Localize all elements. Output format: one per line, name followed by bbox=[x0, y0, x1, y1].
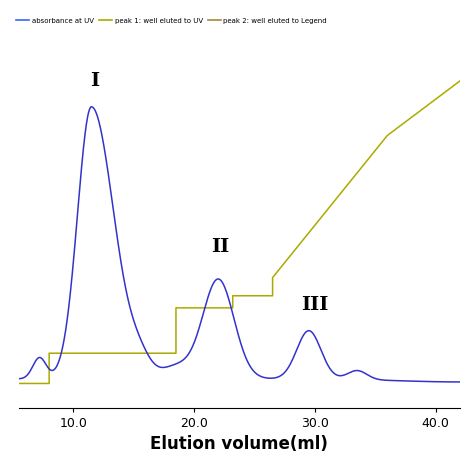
Text: II: II bbox=[211, 238, 230, 256]
Legend: absorbance at UV, peak 1: well eluted to UV, peak 2: well eluted to Legend: absorbance at UV, peak 1: well eluted to… bbox=[14, 15, 330, 27]
Text: I: I bbox=[91, 72, 100, 90]
X-axis label: Elution volume(ml): Elution volume(ml) bbox=[150, 435, 328, 453]
Text: III: III bbox=[301, 296, 328, 314]
